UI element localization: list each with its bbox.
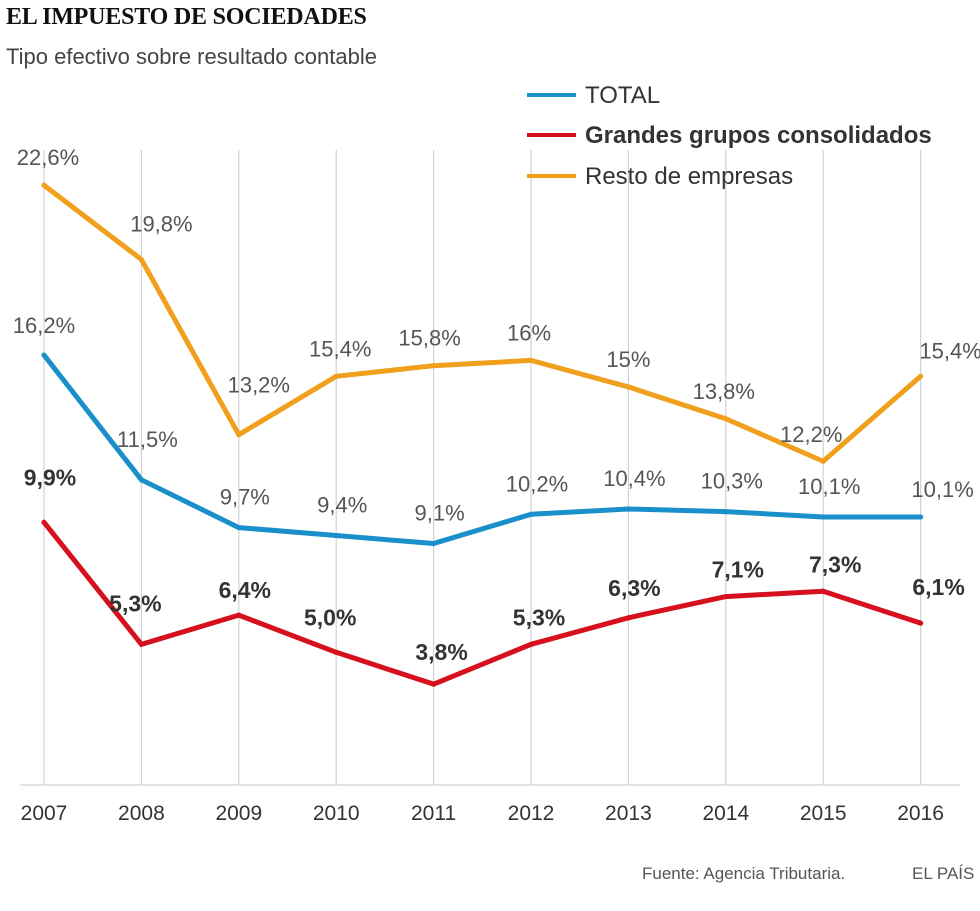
data-point-resto-2015 [820, 458, 826, 464]
x-tick-label-2007: 2007 [21, 802, 68, 825]
data-label-grandes-2016: 6,1% [912, 574, 964, 600]
data-label-grandes-2012: 5,3% [513, 604, 565, 630]
data-label-resto-2012: 16% [507, 320, 551, 345]
data-label-grandes-2008: 5,3% [109, 590, 161, 616]
data-point-total-2007 [41, 352, 47, 358]
data-label-grandes-2009: 6,4% [219, 577, 271, 603]
data-label-total-2010: 9,4% [317, 493, 367, 518]
data-point-resto-2010 [333, 373, 339, 379]
data-label-grandes-2011: 3,8% [415, 639, 467, 665]
data-point-total-2012 [528, 511, 534, 517]
data-label-resto-2013: 15% [606, 347, 650, 372]
series-line-total [41, 352, 924, 546]
data-label-resto-2016: 15,4% [919, 338, 980, 363]
data-label-grandes-2010: 5,0% [304, 604, 356, 630]
data-label-resto-2010: 15,4% [309, 336, 371, 361]
data-point-grandes-2016 [918, 620, 924, 626]
data-point-total-2011 [431, 540, 437, 547]
data-label-resto-2015: 12,2% [780, 422, 842, 447]
data-label-total-2013: 10,4% [603, 466, 665, 491]
data-point-resto-2014 [723, 416, 729, 422]
x-tick-label-2009: 2009 [215, 802, 262, 825]
legend-label-grandes: Grandes grupos consolidados [585, 122, 932, 149]
data-point-grandes-2007 [41, 519, 47, 525]
x-tick-label-2014: 2014 [702, 802, 749, 825]
data-label-grandes-2013: 6,3% [608, 575, 660, 601]
data-point-grandes-2010 [333, 649, 339, 655]
data-point-grandes-2008 [138, 641, 144, 647]
data-label-total-2008: 11,5% [117, 427, 178, 452]
data-point-resto-2007 [41, 182, 47, 188]
data-point-resto-2016 [918, 373, 924, 379]
data-label-total-2007: 16,2% [13, 313, 75, 338]
data-label-total-2016: 10,1% [911, 477, 973, 502]
data-point-resto-2012 [528, 357, 534, 363]
data-label-total-2012: 10,2% [506, 471, 568, 496]
data-point-grandes-2009 [236, 612, 242, 618]
data-label-grandes-2007: 9,9% [24, 464, 76, 490]
x-tick-label-2011: 2011 [411, 802, 456, 825]
data-label-resto-2008: 19,8% [130, 212, 192, 237]
series-line-grandes [41, 519, 924, 687]
data-point-total-2009 [236, 524, 242, 531]
data-point-grandes-2011 [431, 681, 437, 687]
data-point-resto-2011 [431, 363, 437, 369]
data-point-grandes-2012 [528, 641, 534, 647]
x-tick-label-2008: 2008 [118, 802, 165, 825]
data-label-total-2011: 9,1% [415, 501, 465, 526]
source-note: Fuente: Agencia Tributaria. [642, 864, 846, 883]
data-point-total-2015 [820, 514, 826, 520]
data-point-total-2008 [138, 477, 144, 483]
data-label-grandes-2015: 7,3% [809, 551, 861, 577]
x-tick-label-2015: 2015 [800, 802, 847, 825]
data-point-resto-2008 [138, 256, 144, 263]
chart-title: EL IMPUESTO DE SOCIEDADES [6, 4, 367, 30]
series-line-resto [41, 182, 924, 464]
data-label-total-2015: 10,1% [798, 474, 860, 499]
x-tick-label-2016: 2016 [897, 802, 944, 825]
data-label-total-2009: 9,7% [220, 485, 270, 510]
data-label-resto-2014: 13,8% [693, 379, 755, 404]
x-tick-label-2010: 2010 [313, 802, 360, 825]
data-point-total-2014 [723, 509, 729, 515]
legend-label-resto: Resto de empresas [585, 163, 793, 190]
data-point-total-2016 [918, 514, 924, 520]
chart-subtitle: Tipo efectivo sobre resultado contable [6, 44, 377, 69]
data-label-resto-2011: 15,8% [398, 326, 460, 351]
data-label-resto-2007: 22,6% [17, 145, 79, 170]
publisher-brand: EL PAÍS [912, 864, 975, 883]
data-point-grandes-2014 [723, 593, 729, 600]
data-point-resto-2009 [236, 432, 242, 438]
x-tick-label-2012: 2012 [508, 802, 555, 825]
data-label-total-2014: 10,3% [701, 469, 763, 494]
data-label-grandes-2014: 7,1% [712, 557, 764, 583]
data-label-resto-2009: 13,2% [228, 373, 290, 398]
data-point-grandes-2013 [625, 615, 632, 621]
data-point-total-2010 [333, 532, 339, 539]
legend-label-total: TOTAL [585, 82, 660, 109]
x-tick-label-2013: 2013 [605, 802, 652, 825]
data-point-resto-2013 [625, 384, 632, 390]
data-point-total-2013 [625, 506, 632, 512]
data-point-grandes-2015 [820, 588, 826, 594]
